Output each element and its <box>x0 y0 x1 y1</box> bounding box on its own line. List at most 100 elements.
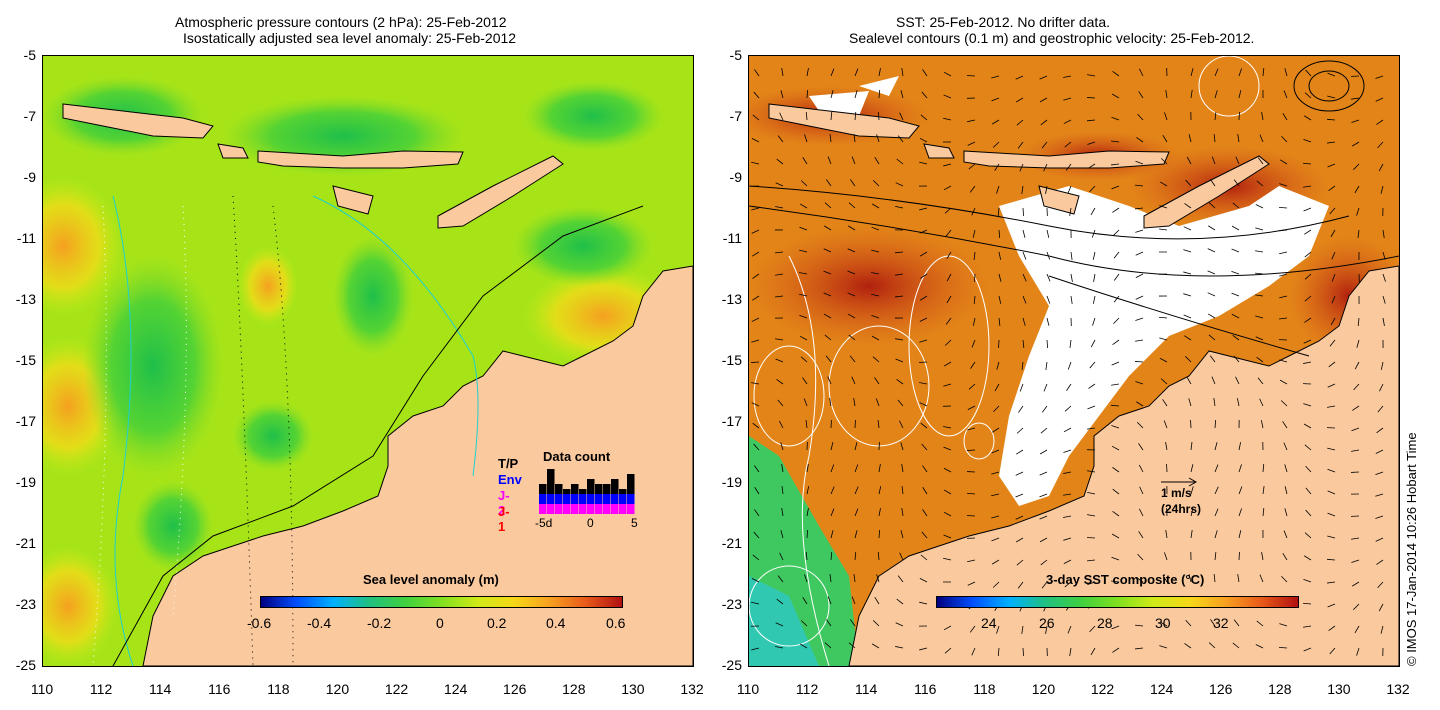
velocity-arrow <box>1353 603 1360 610</box>
velocity-arrow <box>1354 361 1360 370</box>
velocity-arrow <box>1164 112 1168 121</box>
velocity-arrow <box>751 382 760 385</box>
velocity-arrow <box>1208 642 1216 649</box>
velocity-arrow <box>1112 488 1120 495</box>
velocity-arrow <box>1135 251 1144 256</box>
velocity-arrow <box>1233 179 1240 187</box>
velocity-arrow <box>752 273 760 279</box>
velocity-arrow <box>1351 141 1360 147</box>
velocity-arrow <box>1069 647 1072 656</box>
velocity-arrow <box>804 574 808 583</box>
velocity-arrow <box>1255 336 1264 341</box>
velocity-arrow <box>1304 273 1312 280</box>
velocity-arrow <box>1238 530 1242 539</box>
velocity-arrow <box>1089 361 1096 369</box>
velocity-arrow <box>775 338 784 341</box>
velocity-arrow <box>901 68 904 77</box>
velocity-arrow <box>1113 251 1120 259</box>
velocity-arrow <box>998 273 1002 282</box>
velocity-arrow <box>967 559 976 563</box>
velocity-arrow <box>943 117 952 121</box>
count-bar-j2 <box>619 504 627 514</box>
velocity-arrow <box>1165 530 1168 539</box>
velocity-arrow <box>901 508 904 517</box>
velocity-arrow <box>1186 376 1192 385</box>
velocity-arrow <box>754 69 760 77</box>
velocity-arrow <box>1135 295 1144 300</box>
longitude-tick-label: 110 <box>30 681 54 697</box>
velocity-arrow <box>851 376 856 385</box>
velocity-arrow <box>1185 619 1192 627</box>
velocity-arrow <box>991 493 1000 497</box>
velocity-arrow <box>1231 270 1240 275</box>
velocity-arrow <box>1190 530 1193 539</box>
velocity-arrow <box>1282 112 1288 121</box>
velocity-arrow <box>851 596 856 605</box>
velocity-arrow <box>1214 112 1217 121</box>
velocity-arrow <box>1214 486 1219 495</box>
velocity-arrow <box>1375 97 1384 102</box>
bathymetry-contour <box>312 195 479 477</box>
velocity-arrow <box>967 581 976 586</box>
velocity-arrow <box>874 596 880 605</box>
velocity-arrow <box>1232 642 1240 649</box>
velocity-arrow <box>824 334 832 341</box>
velocity-arrow <box>776 158 784 165</box>
velocity-arrow <box>1190 508 1194 517</box>
velocity-arrow <box>1238 508 1243 517</box>
velocity-arrow <box>800 180 808 187</box>
velocity-arrow <box>921 531 928 539</box>
velocity-arrow <box>751 207 760 211</box>
satellite-label: T/P <box>498 456 519 471</box>
velocity-arrow <box>1279 159 1288 165</box>
velocity-arrow <box>1135 624 1144 627</box>
velocity-arrow <box>1237 398 1240 407</box>
velocity-arrow <box>1210 619 1216 627</box>
velocity-arrow <box>1022 229 1026 238</box>
velocity-arrow <box>1231 313 1240 319</box>
velocity-arrow <box>1135 317 1144 321</box>
velocity-arrow <box>1041 141 1048 149</box>
velocity-arrow <box>1375 449 1384 454</box>
velocity-arrow <box>1015 449 1024 455</box>
velocity-arrow <box>1159 621 1168 627</box>
velocity-arrow <box>1327 95 1336 99</box>
velocity-arrow <box>943 426 952 429</box>
velocity-arrow <box>847 248 856 253</box>
sea-level-contour <box>1048 275 1310 357</box>
velocity-arrow <box>823 292 832 297</box>
count-bar-j2 <box>587 504 595 514</box>
velocity-arrow <box>971 339 976 348</box>
velocity-arrow <box>1162 134 1168 143</box>
velocity-arrow <box>1067 185 1072 194</box>
velocity-arrow <box>1159 181 1168 187</box>
velocity-arrow <box>871 335 880 341</box>
latitude-tick-label: -21 <box>15 535 36 551</box>
velocity-arrow <box>1046 317 1050 326</box>
velocity-arrow <box>878 486 882 495</box>
velocity-arrow <box>1327 141 1336 144</box>
velocity-arrow <box>1046 229 1050 238</box>
velocity-arrow <box>922 487 928 495</box>
velocity-arrow <box>806 508 809 517</box>
velocity-arrow <box>1304 444 1312 451</box>
velocity-arrow <box>848 334 856 341</box>
low-anomaly-blob <box>133 481 213 571</box>
velocity-arrow <box>1279 251 1288 255</box>
velocity-arrow <box>1284 508 1288 517</box>
velocity-arrow <box>896 598 904 605</box>
velocity-arrow <box>920 114 928 121</box>
velocity-arrow <box>1382 295 1386 304</box>
velocity-arrow <box>751 138 760 143</box>
velocity-arrow <box>1284 464 1288 473</box>
velocity-arrow <box>1046 251 1051 260</box>
velocity-arrow <box>751 339 760 343</box>
velocity-arrow <box>966 75 976 77</box>
velocity-arrow <box>781 68 784 77</box>
velocity-arrow <box>1160 378 1168 385</box>
velocity-arrow <box>943 71 952 77</box>
velocity-arrow <box>827 376 832 385</box>
sea-level-contour <box>749 205 1399 277</box>
velocity-arrow <box>1190 90 1193 99</box>
velocity-arrow <box>1259 398 1264 407</box>
